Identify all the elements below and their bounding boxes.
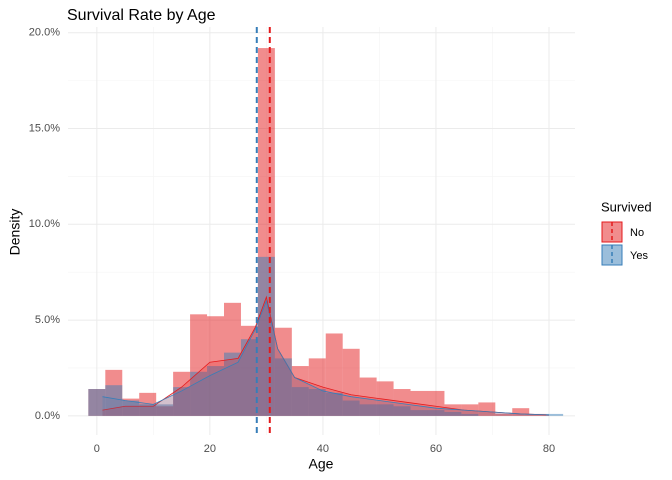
y-axis-label: Density xyxy=(7,209,23,256)
histogram-bar xyxy=(224,352,241,416)
x-tick-label: 20 xyxy=(204,443,216,455)
y-tick-label: 20.0% xyxy=(29,27,60,39)
histogram-bar xyxy=(325,392,343,416)
histogram-bar xyxy=(88,389,106,416)
x-axis-label: Age xyxy=(309,456,334,472)
histogram-bar xyxy=(240,339,258,416)
histogram-bar xyxy=(173,387,191,416)
histogram-bar xyxy=(274,358,292,416)
x-tick-label: 60 xyxy=(430,443,442,455)
y-tick-label: 15.0% xyxy=(29,122,60,134)
density-area xyxy=(102,297,549,416)
histogram-bar xyxy=(427,390,445,416)
histogram-bar xyxy=(546,413,564,416)
legend-title: Survived xyxy=(601,199,652,214)
y-tick-label: 10.0% xyxy=(29,218,60,230)
y-tick-label: 0.0% xyxy=(35,410,60,422)
histogram-bar xyxy=(444,404,462,416)
x-tick-label: 0 xyxy=(94,443,100,455)
histogram-bar xyxy=(461,413,479,416)
histogram-bar xyxy=(427,410,445,416)
chart-title: Survival Rate by Age xyxy=(67,7,216,24)
histogram-bar xyxy=(410,390,428,416)
histogram-bar xyxy=(257,256,275,416)
histogram-bar xyxy=(512,408,530,416)
histogram-bar xyxy=(156,404,174,416)
density-line xyxy=(102,299,550,416)
histogram-bar xyxy=(105,385,123,416)
histogram-bar xyxy=(291,387,309,416)
legend-label: Yes xyxy=(630,250,648,262)
x-tick-label: 80 xyxy=(543,443,555,455)
histogram-bar xyxy=(359,404,377,416)
histogram-bar xyxy=(190,371,208,416)
histogram-bar xyxy=(342,400,360,416)
histogram-bar xyxy=(478,402,496,416)
histogram-bar xyxy=(444,412,462,416)
histogram-bar xyxy=(308,389,326,416)
histogram-bar xyxy=(376,404,394,416)
density-area xyxy=(102,300,549,416)
histogram-bar xyxy=(207,366,224,416)
histogram-bar xyxy=(122,400,140,416)
legend-label: No xyxy=(630,227,644,239)
histogram-bar xyxy=(410,410,428,416)
histogram-bar xyxy=(495,413,513,416)
histogram-bar xyxy=(393,406,411,416)
x-tick-label: 40 xyxy=(317,443,329,455)
y-tick-label: 5.0% xyxy=(35,314,60,326)
histogram-bar xyxy=(139,404,157,416)
histogram-bar xyxy=(342,348,360,416)
